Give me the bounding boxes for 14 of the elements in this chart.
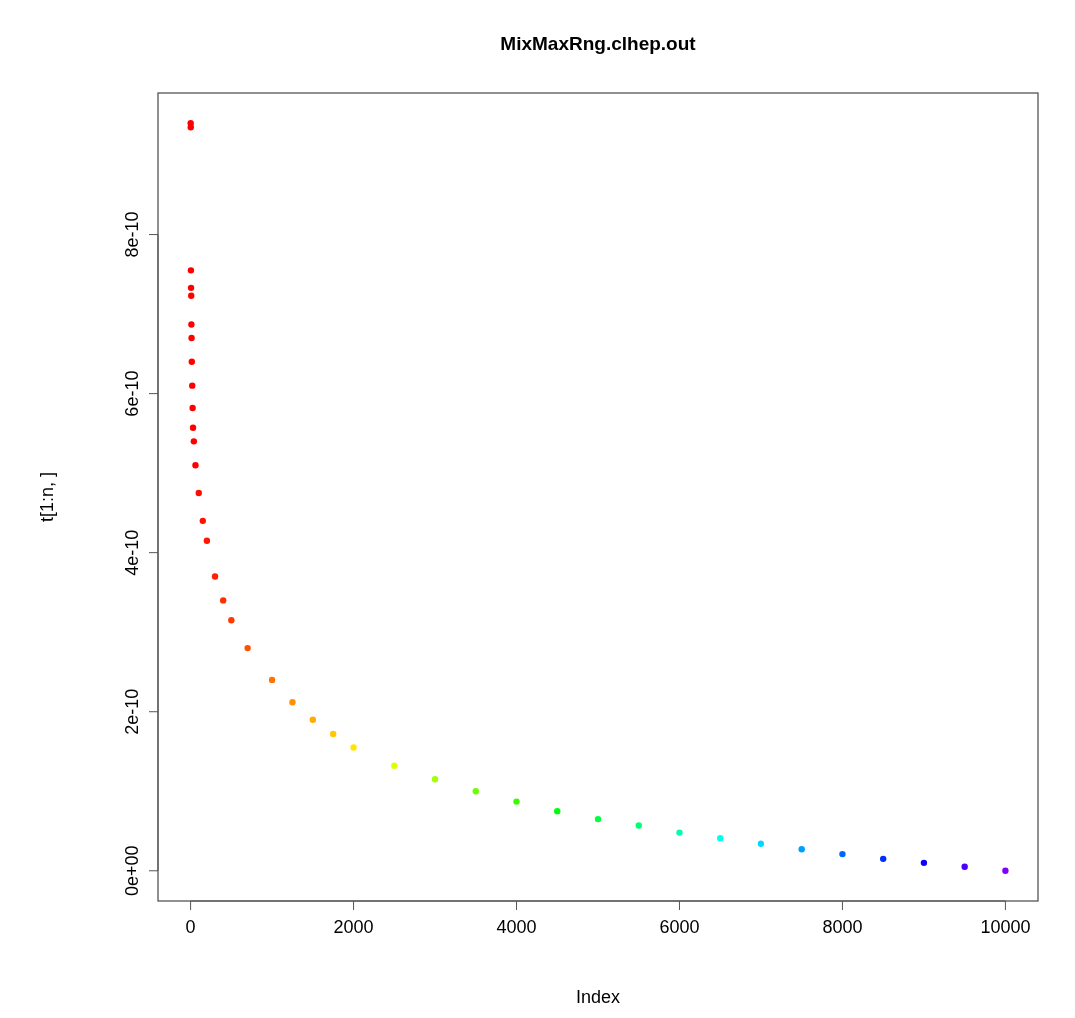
y-axis-title: t[1:n, ] [37,471,57,523]
x-axis-title: Index [575,987,621,1007]
x-tick-label: 10000 [980,917,1031,937]
y-tick-label: 6e-10 [122,370,142,417]
x-tick-label: 2000 [333,917,374,937]
y-tick-label: 4e-10 [122,529,142,576]
y-tick-label: 8e-10 [122,211,142,258]
x-tick-label: 0 [185,917,196,937]
y-tick-label: 2e-10 [122,688,142,735]
chart-title: MixMaxRng.clhep.out [500,33,697,54]
x-tick-label: 4000 [496,917,537,937]
y-tick-label: 0e+00 [122,845,142,897]
x-tick-label: 8000 [822,917,863,937]
x-tick-label: 6000 [659,917,700,937]
